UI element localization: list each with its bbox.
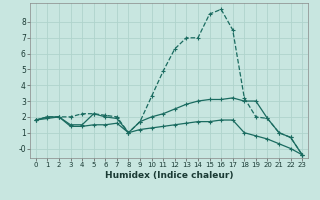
X-axis label: Humidex (Indice chaleur): Humidex (Indice chaleur)	[105, 171, 233, 180]
